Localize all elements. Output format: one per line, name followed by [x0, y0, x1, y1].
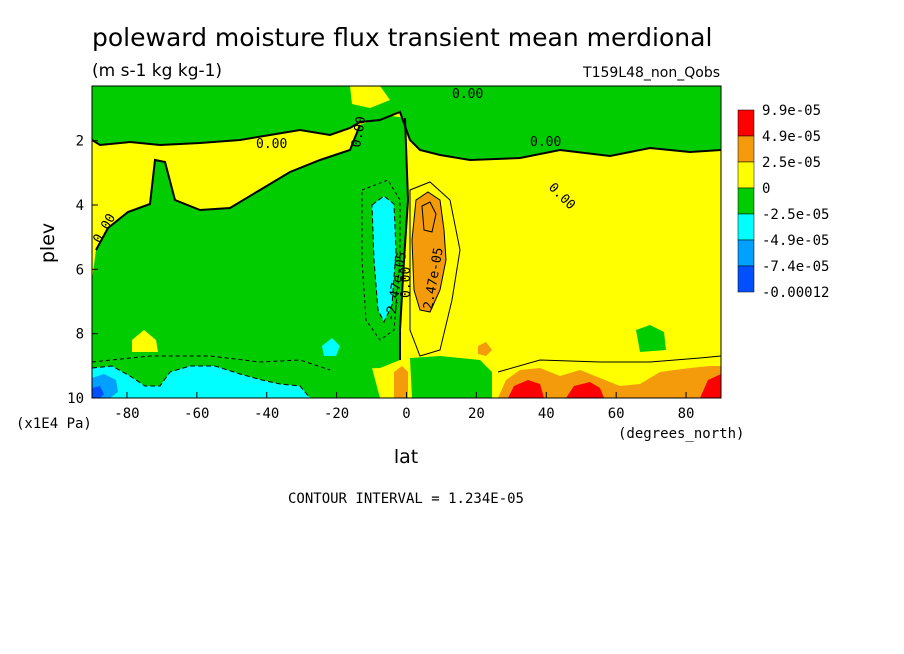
region-red-30N — [508, 380, 544, 398]
region-green-patch-70N — [636, 325, 666, 352]
contour-label-7: 0.00 — [399, 267, 414, 298]
region-orange-equator-low — [394, 366, 408, 398]
colorbar-swatch-5 — [737, 239, 755, 267]
colorbar: 9.9e-05 4.9e-05 2.5e-05 0 -2.5e-05 -4.9e-05 -7… — [737, 103, 829, 301]
contour-cyan-column-outer — [361, 179, 401, 341]
region-tropical-orange-column — [412, 192, 446, 312]
x-tick-label-4: 0 — [402, 406, 410, 422]
contour-orange-column-inner — [421, 201, 437, 233]
region-red-85N — [700, 374, 721, 398]
colorbar-swatch-1 — [737, 135, 755, 163]
colorbar-label-5: -4.9e-05 — [762, 233, 829, 249]
x-axis-label: lat — [394, 446, 418, 468]
y-tick-label-3: 8 — [76, 327, 84, 343]
x-tick-label-7: 60 — [608, 406, 625, 422]
colorbar-label-0: 9.9e-05 — [762, 103, 821, 119]
chart-subtitle: (m s-1 kg kg-1) — [92, 61, 222, 81]
chart-title: poleward moisture flux transient mean me… — [92, 23, 712, 52]
x-tick-label-3: -20 — [324, 406, 349, 422]
region-orange-20N — [478, 342, 492, 356]
x-tick-label-6: 40 — [538, 406, 555, 422]
y-tick-label-0: 2 — [76, 134, 84, 150]
colorbar-label-7: -0.00012 — [762, 285, 829, 301]
colorbar-label-4: -2.5e-05 — [762, 207, 829, 223]
contour-cyan-column-outline — [371, 195, 397, 324]
contour-label-2: 0.00 — [349, 115, 369, 148]
colorbar-label-2: 2.5e-05 — [762, 155, 821, 171]
colorbar-swatch-3 — [737, 187, 755, 215]
region-red-50N — [566, 382, 604, 398]
region-low-level-orange-north — [498, 366, 721, 398]
region-yellow-patch-75S — [132, 330, 158, 352]
x-axis: -80 -60 -40 -20 0 20 40 60 80 — [114, 392, 694, 422]
x-tick-label-0: -80 — [114, 406, 139, 422]
x-tick-label-5: 20 — [468, 406, 485, 422]
contour-label-4: 0.00 — [452, 87, 483, 102]
zero-contour-upper — [92, 110, 721, 162]
colorbar-swatch-6 — [737, 265, 755, 293]
y-tick-label-2: 6 — [76, 262, 84, 278]
contour-label-3: 0.00 — [530, 135, 561, 150]
contour-lines — [92, 110, 721, 398]
contour-orange-column-outer — [409, 181, 461, 357]
region-low-level-cyan-south — [92, 366, 310, 398]
run-label: T159L48_non_Qobs — [582, 65, 720, 81]
region-green-top-patch — [350, 86, 390, 108]
colorbar-label-6: -7.4e-05 — [762, 259, 829, 275]
y-tick-label-4: 10 — [67, 391, 84, 407]
x-units-label: (degrees_north) — [618, 426, 744, 442]
zero-contour-equator — [399, 117, 410, 360]
colorbar-label-3: 0 — [762, 181, 770, 197]
colorbar-label-1: 4.9e-05 — [762, 129, 821, 145]
region-cyan-20S — [322, 338, 340, 356]
y-axis-label: plev — [37, 223, 59, 263]
region-blue-85S — [92, 386, 104, 398]
x-tick-label-8: 80 — [678, 406, 695, 422]
contour-low-level-south — [92, 355, 331, 371]
colorbar-swatch-0 — [737, 109, 755, 137]
plot-area: 0.00 0.00 0.00 0.00 0.00 0.00 0.00 -2.47… — [92, 86, 721, 398]
colorbar-swatch-2 — [737, 161, 755, 189]
y-units-label: (x1E4 Pa) — [16, 416, 92, 432]
zero-contour-southern — [95, 124, 361, 251]
y-axis: 2 4 6 8 10 — [67, 134, 98, 407]
x-tick-label-1: -60 — [184, 406, 209, 422]
contour-orange-column-outline — [411, 191, 447, 313]
contour-interval-label: CONTOUR INTERVAL = 1.234E-05 — [288, 491, 524, 507]
contour-low-level-north — [497, 355, 721, 373]
contour-blue-outline — [92, 365, 311, 398]
x-tick-label-2: -40 — [254, 406, 279, 422]
region-green-near-equator-low — [410, 356, 492, 398]
contour-label-1: 0.00 — [256, 137, 287, 152]
colorbar-swatch-4 — [737, 213, 755, 241]
region-southern-hemisphere-green — [92, 115, 408, 374]
y-tick-label-1: 4 — [76, 198, 84, 214]
region-equatorial-cyan-column — [372, 196, 396, 322]
region-upper-green-band — [92, 86, 721, 160]
